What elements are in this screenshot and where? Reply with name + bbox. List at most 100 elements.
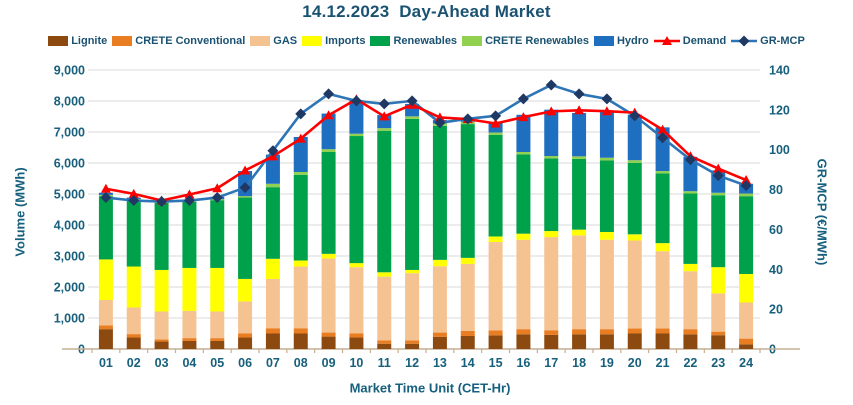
bar-segment-crete-conventional-h11 xyxy=(377,340,392,344)
bar-segment-lignite-h14 xyxy=(460,335,475,349)
bar-segment-crete-conventional-h23 xyxy=(711,331,726,336)
legend-label-crete-renewables: CRETE Renewables xyxy=(485,35,589,47)
gr-mcp-marker-h12 xyxy=(406,95,418,107)
bar-segment-renewables-h21 xyxy=(655,173,670,244)
demand-marker-h16 xyxy=(518,112,529,122)
bar-segment-renewables-h08 xyxy=(293,174,308,261)
bar-segment-imports-h22 xyxy=(683,263,698,272)
demand-marker-h08 xyxy=(295,133,306,143)
x-axis-tick-label: 06 xyxy=(238,356,252,370)
gr-mcp-marker-h04 xyxy=(183,195,195,207)
bar-segment-crete-conventional-h13 xyxy=(432,332,447,337)
bar-segment-renewables-h05 xyxy=(210,200,225,268)
bar-segment-lignite-h21 xyxy=(655,333,670,349)
bar-segment-imports-h06 xyxy=(238,278,253,302)
bar-segment-hydro-h09 xyxy=(321,113,336,150)
demand-marker-h15 xyxy=(490,118,501,128)
legend-label-crete-conventional: CRETE Conventional xyxy=(135,35,246,47)
bar-segment-gas-h05 xyxy=(210,311,225,339)
bar-segment-hydro-h19 xyxy=(599,111,614,158)
bar-segment-crete-conventional-h21 xyxy=(655,328,670,334)
y-axis-tick-label: 6,000 xyxy=(54,157,85,171)
legend-item-lignite: Lignite xyxy=(48,35,107,47)
bar-segment-gas-h14 xyxy=(460,263,475,332)
bar-segment-gas-h20 xyxy=(627,240,642,329)
bar-segment-gas-h16 xyxy=(516,239,531,330)
bar-segment-crete-conventional-h24 xyxy=(739,338,754,345)
bar-segment-gas-h22 xyxy=(683,271,698,330)
y2-axis-tick-label: 140 xyxy=(769,64,790,78)
legend-item-demand: Demand xyxy=(653,35,726,47)
bar-segment-imports-h17 xyxy=(544,231,559,238)
x-axis-tick-label: 22 xyxy=(683,356,697,370)
bar-segment-imports-h18 xyxy=(572,229,587,236)
chart-title: 14.12.2023 Day-Ahead Market xyxy=(302,2,551,21)
bar-segment-imports-h03 xyxy=(154,269,169,312)
bar-segment-gas-h01 xyxy=(98,300,113,326)
bar-segment-lignite-h10 xyxy=(349,337,364,349)
bar-segment-imports-h04 xyxy=(182,267,197,311)
bar-segment-lignite-h17 xyxy=(544,334,559,349)
legend-item-gas: GAS xyxy=(250,35,297,47)
bar-segment-renewables-h22 xyxy=(683,193,698,264)
bar-segment-gas-h07 xyxy=(265,278,280,329)
legend-item-gr-mcp: GR-MCP xyxy=(731,35,805,47)
bar-segment-lignite-h12 xyxy=(405,343,420,349)
gr-mcp-marker-h14 xyxy=(462,113,474,125)
bar-segment-renewables-h09 xyxy=(321,151,336,254)
bar-segment-lignite-h15 xyxy=(488,335,503,349)
demand-marker-h24 xyxy=(741,175,752,185)
bar-segment-crete-conventional-h04 xyxy=(182,338,197,341)
x-axis-tick-label: 13 xyxy=(433,356,447,370)
bar-segment-imports-h05 xyxy=(210,267,225,312)
gr-mcp-marker-h23 xyxy=(712,170,724,182)
legend-label-imports: Imports xyxy=(325,35,366,47)
gr-mcp-marker-h01 xyxy=(100,192,112,204)
bar-segment-renewables-h11 xyxy=(377,130,392,273)
x-axis-tick-label: 14 xyxy=(461,356,475,370)
demand-marker-h18 xyxy=(574,105,585,115)
bar-segment-crete-conventional-h17 xyxy=(544,330,559,335)
bar-segment-imports-h13 xyxy=(432,259,447,267)
bar-segment-gas-h19 xyxy=(599,239,614,330)
x-axis-tick-label: 12 xyxy=(405,356,419,370)
bar-segment-gas-h23 xyxy=(711,293,726,332)
bar-segment-lignite-h09 xyxy=(321,336,336,349)
y-axis-tick-label: 5,000 xyxy=(54,188,85,202)
x-axis-tick-label: 15 xyxy=(489,356,503,370)
bar-segment-hydro-h07 xyxy=(265,154,280,184)
bar-segment-renewables-h12 xyxy=(405,118,420,270)
x-axis-tick-label: 09 xyxy=(322,356,336,370)
bar-segment-gas-h13 xyxy=(432,266,447,333)
bar-segment-lignite-h06 xyxy=(238,337,253,349)
y2-axis-tick-label: 120 xyxy=(769,103,790,117)
y-axis-tick-label: 4,000 xyxy=(54,219,85,233)
bar-segment-crete-renewables-h06 xyxy=(238,196,253,198)
bar-segment-crete-conventional-h10 xyxy=(349,333,364,338)
x-axis-tick-label: 18 xyxy=(572,356,586,370)
bar-segment-crete-conventional-h19 xyxy=(599,329,614,335)
x-axis-title: Market Time Unit (CET-Hr) xyxy=(349,380,511,396)
bar-segment-crete-renewables-h10 xyxy=(349,133,364,137)
bar-segment-gas-h10 xyxy=(349,267,364,334)
bar-segment-renewables-h03 xyxy=(154,202,169,270)
gr-mcp-marker-h20 xyxy=(629,110,641,122)
bar-segment-crete-renewables-h08 xyxy=(293,171,308,175)
bar-segment-gas-h15 xyxy=(488,242,503,331)
bar-segment-crete-renewables-h11 xyxy=(377,128,392,131)
lignite-swatch-icon xyxy=(48,36,69,46)
legend-label-gas: GAS xyxy=(273,35,298,47)
bar-segment-crete-renewables-h22 xyxy=(683,191,698,194)
x-axis-tick-label: 10 xyxy=(349,356,363,370)
bar-segment-gas-h21 xyxy=(655,251,670,329)
gr-mcp-marker-h10 xyxy=(350,95,362,107)
bar-segment-gas-h06 xyxy=(238,301,253,334)
bar-segment-gas-h02 xyxy=(126,307,141,335)
y2-axis-tick-label: 80 xyxy=(769,183,783,197)
bar-segment-imports-h20 xyxy=(627,234,642,241)
bar-segment-lignite-h23 xyxy=(711,335,726,349)
bar-segment-hydro-h18 xyxy=(572,112,587,157)
demand-marker-h13 xyxy=(434,112,445,122)
renewables-swatch-icon xyxy=(370,36,391,46)
